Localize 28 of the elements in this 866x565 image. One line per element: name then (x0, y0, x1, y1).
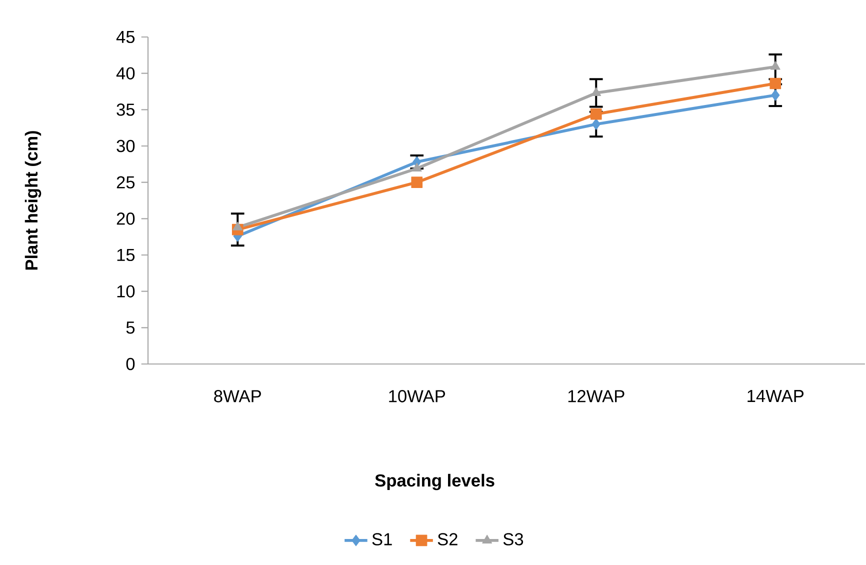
point (232, 222, 243, 230)
legend-label: S2 (438, 533, 458, 546)
point (770, 78, 782, 90)
y-tick-label: 5 (126, 322, 135, 334)
x-tick-label: 10WAP (389, 390, 446, 402)
y-tick-label: 40 (116, 67, 135, 80)
y-tick-label: 45 (116, 30, 135, 44)
y-tick-label: 0 (126, 358, 135, 370)
point (771, 89, 780, 101)
point (592, 118, 600, 130)
y-tick-label: 25 (116, 176, 135, 188)
point (770, 61, 780, 70)
point (412, 162, 422, 172)
point (591, 87, 602, 96)
y-tick-label: 15 (117, 248, 135, 262)
y-tick-label: 10 (117, 285, 135, 298)
legend-label: S3 (503, 533, 524, 546)
point (590, 108, 602, 120)
y-tick-label: 30 (116, 140, 135, 152)
y-tick-label: 20 (116, 212, 135, 225)
y-tick-label: 35 (116, 104, 135, 116)
x-axis-title: Spacing levels (375, 474, 494, 490)
x-tick-label: 14WAP (748, 390, 804, 402)
x-tick-label: 12WAP (568, 390, 624, 402)
point (411, 176, 423, 188)
legend-label: S1 (372, 533, 392, 546)
y-axis-title: Plant height (cm) (24, 131, 42, 270)
x-tick-label: 8WAP (214, 390, 261, 402)
